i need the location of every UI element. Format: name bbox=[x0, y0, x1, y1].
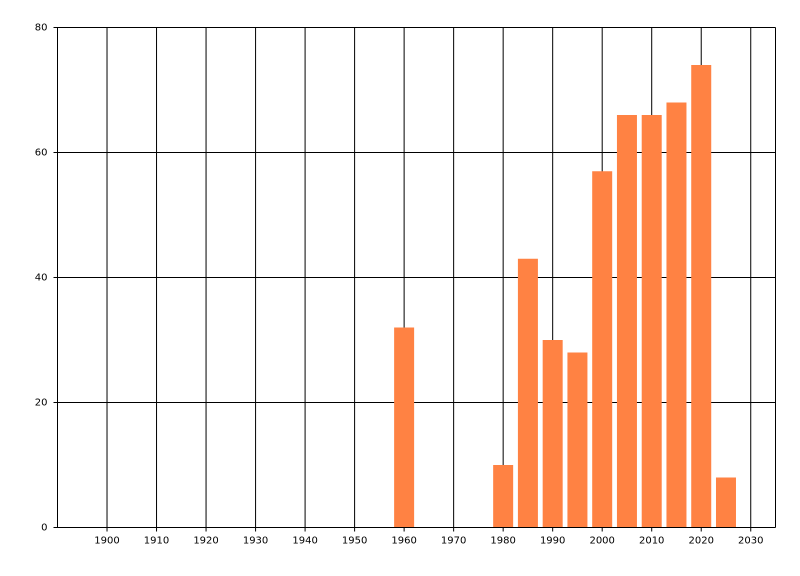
x-tick-label: 1970 bbox=[441, 536, 466, 547]
bar bbox=[493, 465, 514, 528]
x-tick-label: 2030 bbox=[738, 536, 763, 547]
x-tick-label: 1990 bbox=[540, 536, 565, 547]
bar bbox=[715, 477, 736, 528]
x-tick-label: 1920 bbox=[193, 536, 218, 547]
x-tick-label: 1940 bbox=[292, 536, 317, 547]
x-tick-label: 2000 bbox=[589, 536, 614, 547]
bar bbox=[641, 115, 662, 528]
y-tick-label: 40 bbox=[35, 273, 48, 284]
bar bbox=[592, 171, 613, 528]
bar bbox=[567, 352, 588, 528]
x-tick-label: 1960 bbox=[391, 536, 416, 547]
y-tick-label: 20 bbox=[35, 398, 48, 409]
bar bbox=[666, 102, 687, 528]
x-tick-label: 1930 bbox=[243, 536, 268, 547]
x-tick-label: 1900 bbox=[94, 536, 119, 547]
bar bbox=[691, 65, 712, 528]
y-tick-label: 0 bbox=[41, 523, 47, 534]
x-tick-label: 1950 bbox=[342, 536, 367, 547]
bar bbox=[394, 327, 415, 528]
x-tick-label: 2010 bbox=[639, 536, 664, 547]
x-tick-label: 1910 bbox=[144, 536, 169, 547]
bar bbox=[542, 340, 563, 528]
y-tick-label: 60 bbox=[35, 148, 48, 159]
x-tick-label: 2020 bbox=[688, 536, 713, 547]
x-tick-label: 1980 bbox=[490, 536, 515, 547]
y-tick-label: 80 bbox=[35, 23, 48, 34]
bar bbox=[616, 115, 637, 528]
bar bbox=[517, 258, 538, 528]
